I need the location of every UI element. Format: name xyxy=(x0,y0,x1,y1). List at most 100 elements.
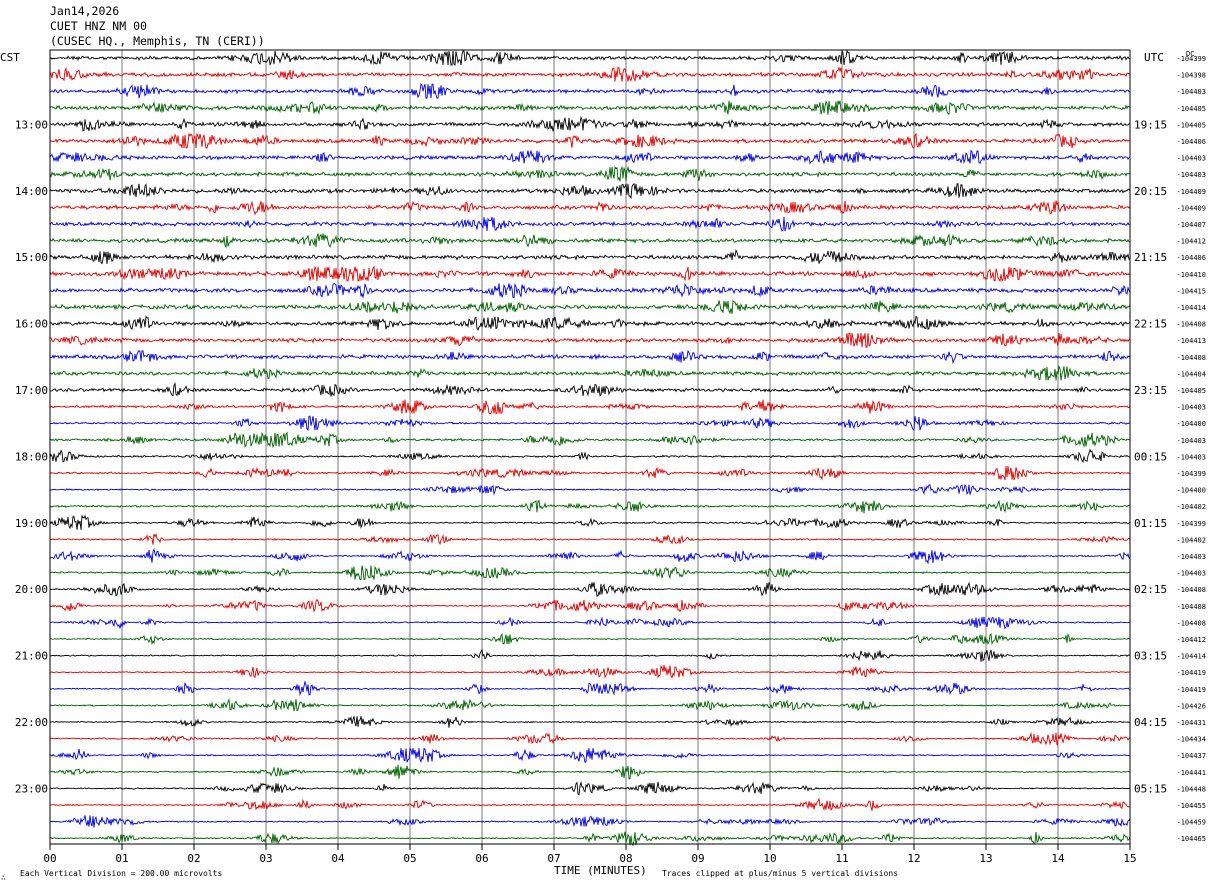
trace-line xyxy=(49,381,1131,397)
trace-line xyxy=(49,746,1131,763)
trace-line xyxy=(49,83,1131,99)
dc-offset-label: -104465 xyxy=(1176,835,1206,843)
dc-offset-label: -104402 xyxy=(1176,536,1206,544)
header-station: CUET HNZ NM 00 xyxy=(50,19,147,33)
dc-offset-label: -104399 xyxy=(1176,470,1206,478)
dc-offset-label: -104403 xyxy=(1176,570,1206,578)
utc-hour-label: 04:15 xyxy=(1134,716,1167,729)
header-location: (CUSEC HQ., Memphis, TN (CERI)) xyxy=(50,34,265,48)
x-tick-label: 02 xyxy=(187,852,200,865)
utc-hour-label: 00:15 xyxy=(1134,450,1167,463)
dc-offset-label: -104403 xyxy=(1176,453,1206,461)
trace-line xyxy=(49,182,1131,200)
plot-frame xyxy=(49,49,1131,845)
trace-line xyxy=(49,315,1131,331)
trace-line xyxy=(49,483,1131,496)
utc-hour-label: 02:15 xyxy=(1134,583,1167,596)
trace-line xyxy=(49,548,1131,565)
cst-hour-label: 20:00 xyxy=(15,583,48,596)
trace-line xyxy=(49,165,1131,182)
dc-offset-label: -104405 xyxy=(1176,121,1206,129)
dc-offset-label: -104405 xyxy=(1176,387,1206,395)
utc-hour-label: 22:15 xyxy=(1134,318,1167,331)
x-axis: 00 01 02 03 04 05 06 07 08 09 10 11 12 13 14 15 xyxy=(43,844,1137,865)
dc-offset-label: -104412 xyxy=(1176,238,1206,246)
trace-line xyxy=(49,764,1131,780)
footer-mark: ∴ xyxy=(1,873,6,882)
trace-line xyxy=(49,49,1131,66)
x-tick-label: 03 xyxy=(259,852,272,865)
trace-line xyxy=(49,282,1131,299)
trace-line xyxy=(49,149,1131,165)
trace-line xyxy=(49,533,1131,545)
trace-line xyxy=(49,233,1131,249)
cst-hour-label: 23:00 xyxy=(15,782,48,795)
trace-line xyxy=(49,648,1131,662)
cst-hour-label: 14:00 xyxy=(15,185,48,198)
x-tick-label: 12 xyxy=(907,852,920,865)
dc-offset-label: -104408 xyxy=(1176,619,1206,627)
trace-line xyxy=(49,100,1131,115)
trace-line xyxy=(49,565,1131,581)
utc-hour-label: 23:15 xyxy=(1134,384,1167,397)
dc-offset-label: -104408 xyxy=(1176,354,1206,362)
dc-offset-label: -104426 xyxy=(1176,702,1206,710)
x-tick-label: 00 xyxy=(43,852,56,865)
dc-offset-label: -104414 xyxy=(1176,304,1206,312)
seismic-traces xyxy=(49,49,1131,847)
trace-line xyxy=(50,632,1131,646)
utc-hour-label: 05:15 xyxy=(1134,782,1167,795)
trace-line xyxy=(49,465,1131,481)
trace-line xyxy=(49,399,1131,415)
trace-line xyxy=(49,364,1131,381)
dc-offset-label: -104419 xyxy=(1176,669,1206,677)
dc-offset-label: -104399 xyxy=(1176,520,1206,528)
x-tick-label: 06 xyxy=(475,852,488,865)
dc-offset-label: -104403 xyxy=(1176,171,1206,179)
x-tick-label: 01 xyxy=(115,852,128,865)
dc-offset-label: -104414 xyxy=(1176,653,1206,661)
dc-offset-label: -104448 xyxy=(1176,785,1206,793)
trace-line xyxy=(49,815,1131,828)
dc-offset-label: -104408 xyxy=(1176,603,1206,611)
dc-offset-label: -104434 xyxy=(1176,736,1206,744)
trace-line xyxy=(49,831,1131,847)
utc-hour-label: 20:15 xyxy=(1134,185,1167,198)
dc-offset-label: -104413 xyxy=(1176,337,1206,345)
utc-hour-label: 21:15 xyxy=(1134,251,1167,264)
dc-offset-label: -104410 xyxy=(1176,271,1206,279)
dc-offset-label: -104403 xyxy=(1176,88,1206,96)
dc-offset-label: -104455 xyxy=(1176,802,1206,810)
cst-hour-label: 21:00 xyxy=(15,650,48,663)
header-date: Jan14,2026 xyxy=(50,4,120,18)
utc-hour-label: 03:15 xyxy=(1134,650,1167,663)
dc-offset-label: -104409 xyxy=(1176,204,1206,212)
minute-grid xyxy=(121,50,1059,844)
dc-offset-label: -104459 xyxy=(1176,819,1206,827)
trace-line xyxy=(49,448,1131,464)
dc-offset-label: -104399 xyxy=(1176,55,1206,63)
x-tick-label: 10 xyxy=(763,852,776,865)
dc-offset-label: -104406 xyxy=(1176,254,1206,262)
trace-line xyxy=(49,265,1131,282)
dc-offset-label: -104419 xyxy=(1176,686,1206,694)
trace-line xyxy=(49,598,1131,613)
right-time-labels: 19:15 20:15 21:15 22:15 23:15 00:15 01:15 02:15… xyxy=(1134,118,1167,795)
trace-line xyxy=(50,415,1130,432)
trace-line xyxy=(49,332,1131,348)
utc-hour-label: 01:15 xyxy=(1134,517,1167,530)
trace-line xyxy=(49,616,1131,630)
dc-offset-label: -104403 xyxy=(1176,155,1206,163)
cst-label: CST xyxy=(0,51,20,64)
x-tick-label: 04 xyxy=(331,852,345,865)
trace-line xyxy=(49,499,1131,514)
dc-offset-label: -104404 xyxy=(1176,370,1206,378)
utc-hour-label: 19:15 xyxy=(1134,118,1167,131)
trace-line xyxy=(50,780,1131,796)
trace-line xyxy=(49,431,1131,449)
trace-line xyxy=(49,797,1131,812)
dc-offset-label: -104412 xyxy=(1176,636,1206,644)
x-tick-label: 05 xyxy=(403,852,416,865)
cst-hour-label: 17:00 xyxy=(15,384,48,397)
trace-line xyxy=(49,115,1131,132)
